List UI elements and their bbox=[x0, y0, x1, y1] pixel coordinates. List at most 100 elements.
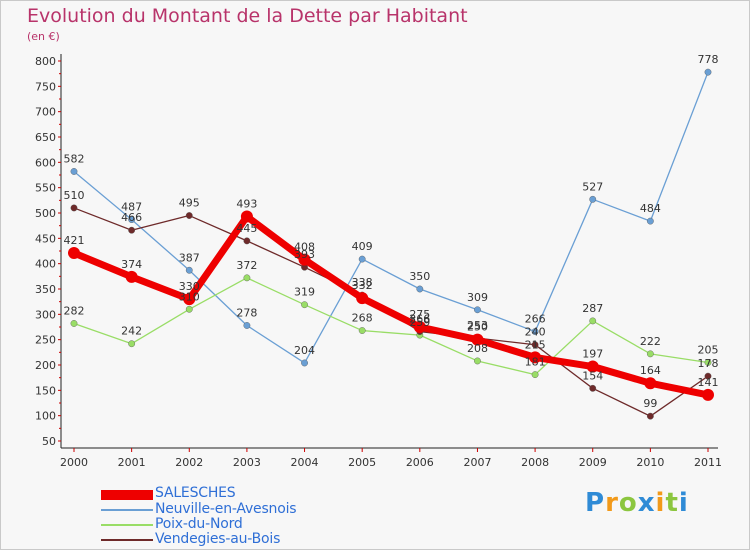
data-label: 253 bbox=[467, 319, 488, 332]
series-line-poix-du-nord bbox=[73, 277, 709, 376]
data-label: 154 bbox=[582, 369, 603, 382]
data-label: 215 bbox=[525, 338, 546, 351]
x-tick-label: 2011 bbox=[694, 456, 722, 469]
data-point bbox=[128, 216, 136, 223]
chart-axes: 50 100 150 200 250 300 350 400 450 500 550 600 650 70… bbox=[35, 54, 722, 469]
data-label: 99 bbox=[643, 397, 657, 410]
data-point bbox=[529, 351, 542, 364]
data-point bbox=[358, 255, 366, 263]
data-label: 421 bbox=[64, 234, 85, 247]
data-label: 466 bbox=[121, 211, 142, 224]
data-label: 310 bbox=[179, 290, 200, 303]
brand-logo-letter: t bbox=[665, 488, 679, 518]
data-label: 208 bbox=[467, 342, 488, 355]
data-point bbox=[128, 340, 136, 348]
brand-logo-letter: o bbox=[618, 488, 638, 518]
y-tick-label: 100 bbox=[35, 410, 56, 423]
data-label: 287 bbox=[582, 302, 603, 315]
data-label: 393 bbox=[294, 248, 315, 261]
data-label: 259 bbox=[409, 316, 430, 329]
y-tick-label: 350 bbox=[35, 283, 56, 296]
x-tick-label: 2008 bbox=[521, 456, 549, 469]
data-point bbox=[531, 371, 539, 379]
legend-label: SALESCHES bbox=[155, 485, 236, 501]
data-point bbox=[589, 384, 597, 392]
data-label: 282 bbox=[64, 304, 85, 317]
data-label: 350 bbox=[409, 270, 430, 283]
data-point bbox=[531, 341, 539, 349]
y-tick-label: 200 bbox=[35, 359, 56, 372]
brand-logo-letter: i bbox=[678, 488, 689, 518]
data-point bbox=[298, 253, 311, 266]
data-label: 204 bbox=[294, 344, 315, 357]
brand-logo-letter: P bbox=[585, 488, 606, 518]
series-layer bbox=[68, 68, 714, 420]
data-label: 387 bbox=[179, 251, 200, 264]
data-point bbox=[125, 270, 138, 283]
data-label: 278 bbox=[236, 306, 257, 319]
data-point bbox=[471, 333, 484, 346]
data-point bbox=[474, 306, 481, 314]
y-tick-label: 600 bbox=[35, 156, 56, 169]
data-point bbox=[243, 322, 251, 329]
series-line-salesches bbox=[70, 213, 712, 399]
data-point bbox=[646, 350, 654, 358]
y-tick-label: 550 bbox=[35, 182, 56, 195]
data-point bbox=[183, 293, 196, 306]
brand-logo-letter: r bbox=[605, 488, 619, 518]
data-label: 319 bbox=[294, 286, 315, 299]
data-point bbox=[644, 377, 657, 390]
data-point bbox=[301, 301, 308, 309]
data-point bbox=[70, 168, 78, 175]
data-label: 495 bbox=[179, 197, 200, 210]
data-label: 242 bbox=[121, 325, 142, 338]
x-tick-label: 2004 bbox=[291, 456, 319, 469]
data-label: 266 bbox=[409, 313, 430, 326]
y-tick-label: 800 bbox=[35, 55, 56, 68]
y-tick-label: 750 bbox=[35, 80, 56, 93]
data-point bbox=[589, 195, 597, 203]
chart-subtitle: (en €) bbox=[27, 30, 60, 43]
data-label: 510 bbox=[64, 189, 85, 202]
data-point bbox=[646, 412, 654, 420]
data-point bbox=[358, 327, 366, 334]
legend-swatch bbox=[101, 509, 153, 511]
legend-label: Vendegies-au-Bois bbox=[155, 531, 281, 547]
data-point bbox=[240, 210, 253, 223]
data-point bbox=[356, 292, 369, 305]
data-label: 374 bbox=[121, 258, 142, 271]
data-label: 197 bbox=[582, 348, 603, 361]
y-tick-label: 700 bbox=[35, 106, 56, 119]
x-tick-label: 2010 bbox=[636, 456, 664, 469]
data-label: 582 bbox=[64, 152, 85, 165]
y-tick-label: 450 bbox=[35, 232, 56, 245]
data-point bbox=[243, 237, 251, 245]
x-tick-label: 2000 bbox=[60, 456, 88, 469]
data-point bbox=[185, 212, 193, 219]
data-point bbox=[704, 372, 712, 380]
data-label: 164 bbox=[640, 364, 661, 377]
brand-logo-letter: i bbox=[655, 488, 666, 518]
data-point bbox=[185, 305, 193, 313]
legend-swatch bbox=[101, 490, 153, 500]
x-tick-label: 2002 bbox=[175, 456, 203, 469]
x-tick-label: 2006 bbox=[406, 456, 434, 469]
data-point bbox=[474, 357, 481, 365]
y-tick-label: 400 bbox=[35, 258, 56, 271]
data-label: 240 bbox=[525, 326, 546, 339]
data-label: 266 bbox=[525, 313, 546, 326]
data-label: 487 bbox=[121, 201, 142, 214]
data-point bbox=[704, 359, 712, 366]
legend-swatch bbox=[101, 539, 153, 541]
data-label: 484 bbox=[640, 202, 661, 215]
data-point bbox=[243, 274, 251, 282]
chart-title: Evolution du Montant de la Dette par Hab… bbox=[27, 5, 468, 27]
data-label: 778 bbox=[698, 53, 719, 66]
data-point bbox=[68, 247, 80, 260]
data-point bbox=[702, 388, 714, 401]
series-line-neuville-en-avesnois bbox=[73, 71, 709, 364]
legend-label: Poix-du-Nord bbox=[155, 516, 243, 532]
data-point bbox=[586, 360, 599, 373]
